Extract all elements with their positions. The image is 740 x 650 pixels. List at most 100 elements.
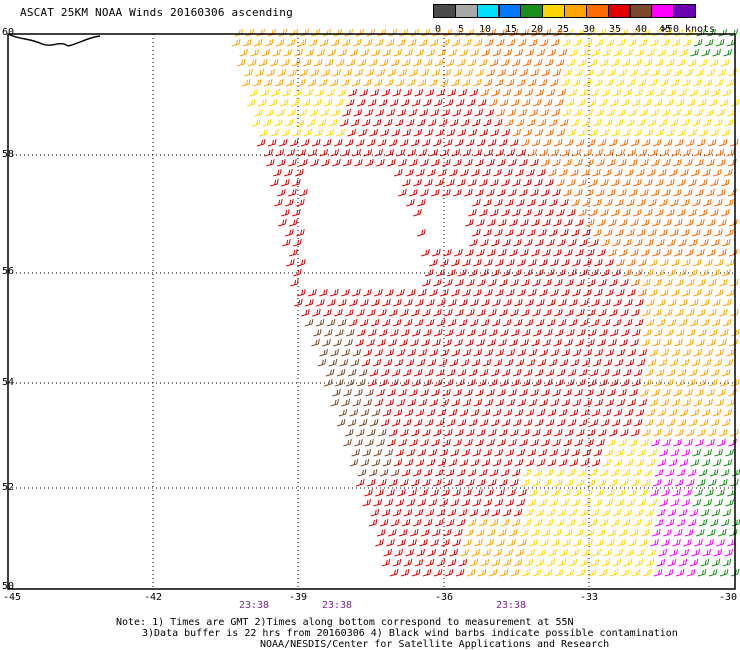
wind-barb-icon: [471, 548, 481, 557]
wind-barb-icon: [447, 318, 457, 327]
wind-barb-icon: [634, 268, 643, 277]
wind-barb-icon: [495, 38, 505, 47]
wind-barb-icon: [494, 198, 503, 207]
wind-barb-icon: [689, 88, 698, 97]
wind-barb-icon: [568, 558, 578, 567]
wind-barb-icon: [611, 368, 621, 377]
wind-barb-icon: [703, 228, 712, 237]
wind-barb-icon: [588, 58, 598, 67]
wind-barb-icon: [652, 28, 661, 37]
wind-barb-icon: [609, 568, 619, 577]
wind-barb-icon: [729, 428, 739, 437]
wind-barb-icon: [330, 148, 339, 157]
wind-barb-icon: [457, 368, 467, 377]
wind-barb-icon: [506, 258, 515, 267]
wind-barb-icon: [509, 138, 519, 147]
wind-barb-icon: [264, 148, 273, 157]
wind-barb-icon: [596, 438, 605, 447]
wind-barb-icon: [457, 178, 466, 187]
wind-barb-icon: [529, 538, 538, 547]
wind-barb-icon: [613, 408, 623, 417]
wind-barb-icon: [458, 88, 467, 97]
wind-barb-icon: [494, 498, 504, 507]
wind-barb-icon: [392, 318, 402, 327]
wind-barb-icon: [483, 498, 493, 507]
wind-barb-icon: [443, 478, 453, 487]
wind-barb-icon: [678, 558, 688, 567]
wind-barb-icon: [424, 368, 434, 377]
wind-barb-icon: [716, 488, 725, 497]
wind-barb-icon: [307, 78, 317, 87]
wind-barb-icon: [417, 78, 427, 87]
wind-barb-icon: [551, 108, 560, 117]
wind-barb-icon: [397, 538, 406, 547]
wind-barb-icon: [690, 408, 700, 417]
wind-barb-icon: [640, 528, 650, 537]
wind-barb-icon: [257, 98, 267, 107]
wind-barb-icon: [554, 98, 564, 107]
wind-barb-icon: [702, 548, 712, 557]
wind-barb-icon: [276, 108, 285, 117]
wind-barb-icon: [693, 38, 703, 47]
lat-label-58: 58: [2, 149, 15, 160]
wind-barb-icon: [345, 328, 355, 337]
wind-barb-icon: [463, 538, 472, 547]
wind-barb-icon: [566, 58, 576, 67]
wind-barb-icon: [493, 548, 503, 557]
wind-barb-icon: [452, 538, 461, 547]
wind-barb-icon: [373, 78, 383, 87]
wind-barb-icon: [504, 358, 514, 367]
wind-barb-icon: [416, 118, 426, 127]
wind-barb-icon: [563, 438, 572, 447]
wind-barb-icon: [544, 468, 554, 477]
wind-barb-icon: [392, 508, 402, 517]
wind-barb-icon: [376, 528, 386, 537]
wind-barb-icon: [415, 48, 424, 57]
wind-barb-icon: [430, 108, 439, 117]
wind-barb-icon: [601, 508, 611, 517]
wind-barb-icon: [469, 268, 478, 277]
wind-barb-icon: [572, 148, 581, 157]
wind-barb-icon: [389, 98, 399, 107]
wind-barb-icon: [418, 38, 428, 47]
wind-barb-icon: [460, 118, 470, 127]
wind-barb-icon: [315, 88, 324, 97]
wind-barb-icon: [236, 58, 246, 67]
wind-barb-icon: [461, 78, 471, 87]
wind-barb-icon: [417, 448, 427, 457]
wind-barb-icon: [576, 278, 585, 287]
wind-barb-icon: [508, 188, 517, 197]
legend-swatch: [673, 4, 696, 18]
wind-barb-icon: [502, 88, 511, 97]
wind-barb-icon: [453, 158, 462, 167]
wind-barb-icon: [350, 118, 360, 127]
wind-barb-icon: [642, 378, 652, 387]
wind-barb-icon: [694, 108, 703, 117]
wind-barb-icon: [607, 188, 616, 197]
wind-barb-icon: [604, 198, 613, 207]
wind-barb-icon: [505, 228, 514, 237]
wind-barb-icon: [726, 288, 735, 297]
wind-barb-icon: [560, 198, 569, 207]
wind-barb-icon: [372, 358, 382, 367]
wind-barb-icon: [334, 328, 344, 337]
wind-barb-icon: [446, 178, 455, 187]
wind-barb-icon: [722, 558, 732, 567]
wind-barb-icon: [514, 458, 524, 467]
wind-barb-icon: [594, 348, 604, 357]
wind-barb-icon: [696, 218, 705, 227]
wind-barb-icon: [560, 448, 570, 457]
wind-barb-icon: [729, 248, 738, 257]
wind-barb-icon: [654, 468, 664, 477]
wind-barb-icon: [553, 138, 563, 147]
wind-barb-icon: [642, 278, 651, 287]
wind-barb-icon: [519, 388, 528, 397]
wind-barb-icon: [476, 338, 485, 347]
wind-barb-icon: [254, 108, 263, 117]
wind-barb-icon: [541, 528, 551, 537]
wind-barb-icon: [610, 58, 620, 67]
wind-barb-icon: [587, 568, 597, 577]
wind-barb-icon: [319, 38, 329, 47]
wind-barb-icon: [663, 428, 673, 437]
wind-barb-icon: [267, 28, 276, 37]
